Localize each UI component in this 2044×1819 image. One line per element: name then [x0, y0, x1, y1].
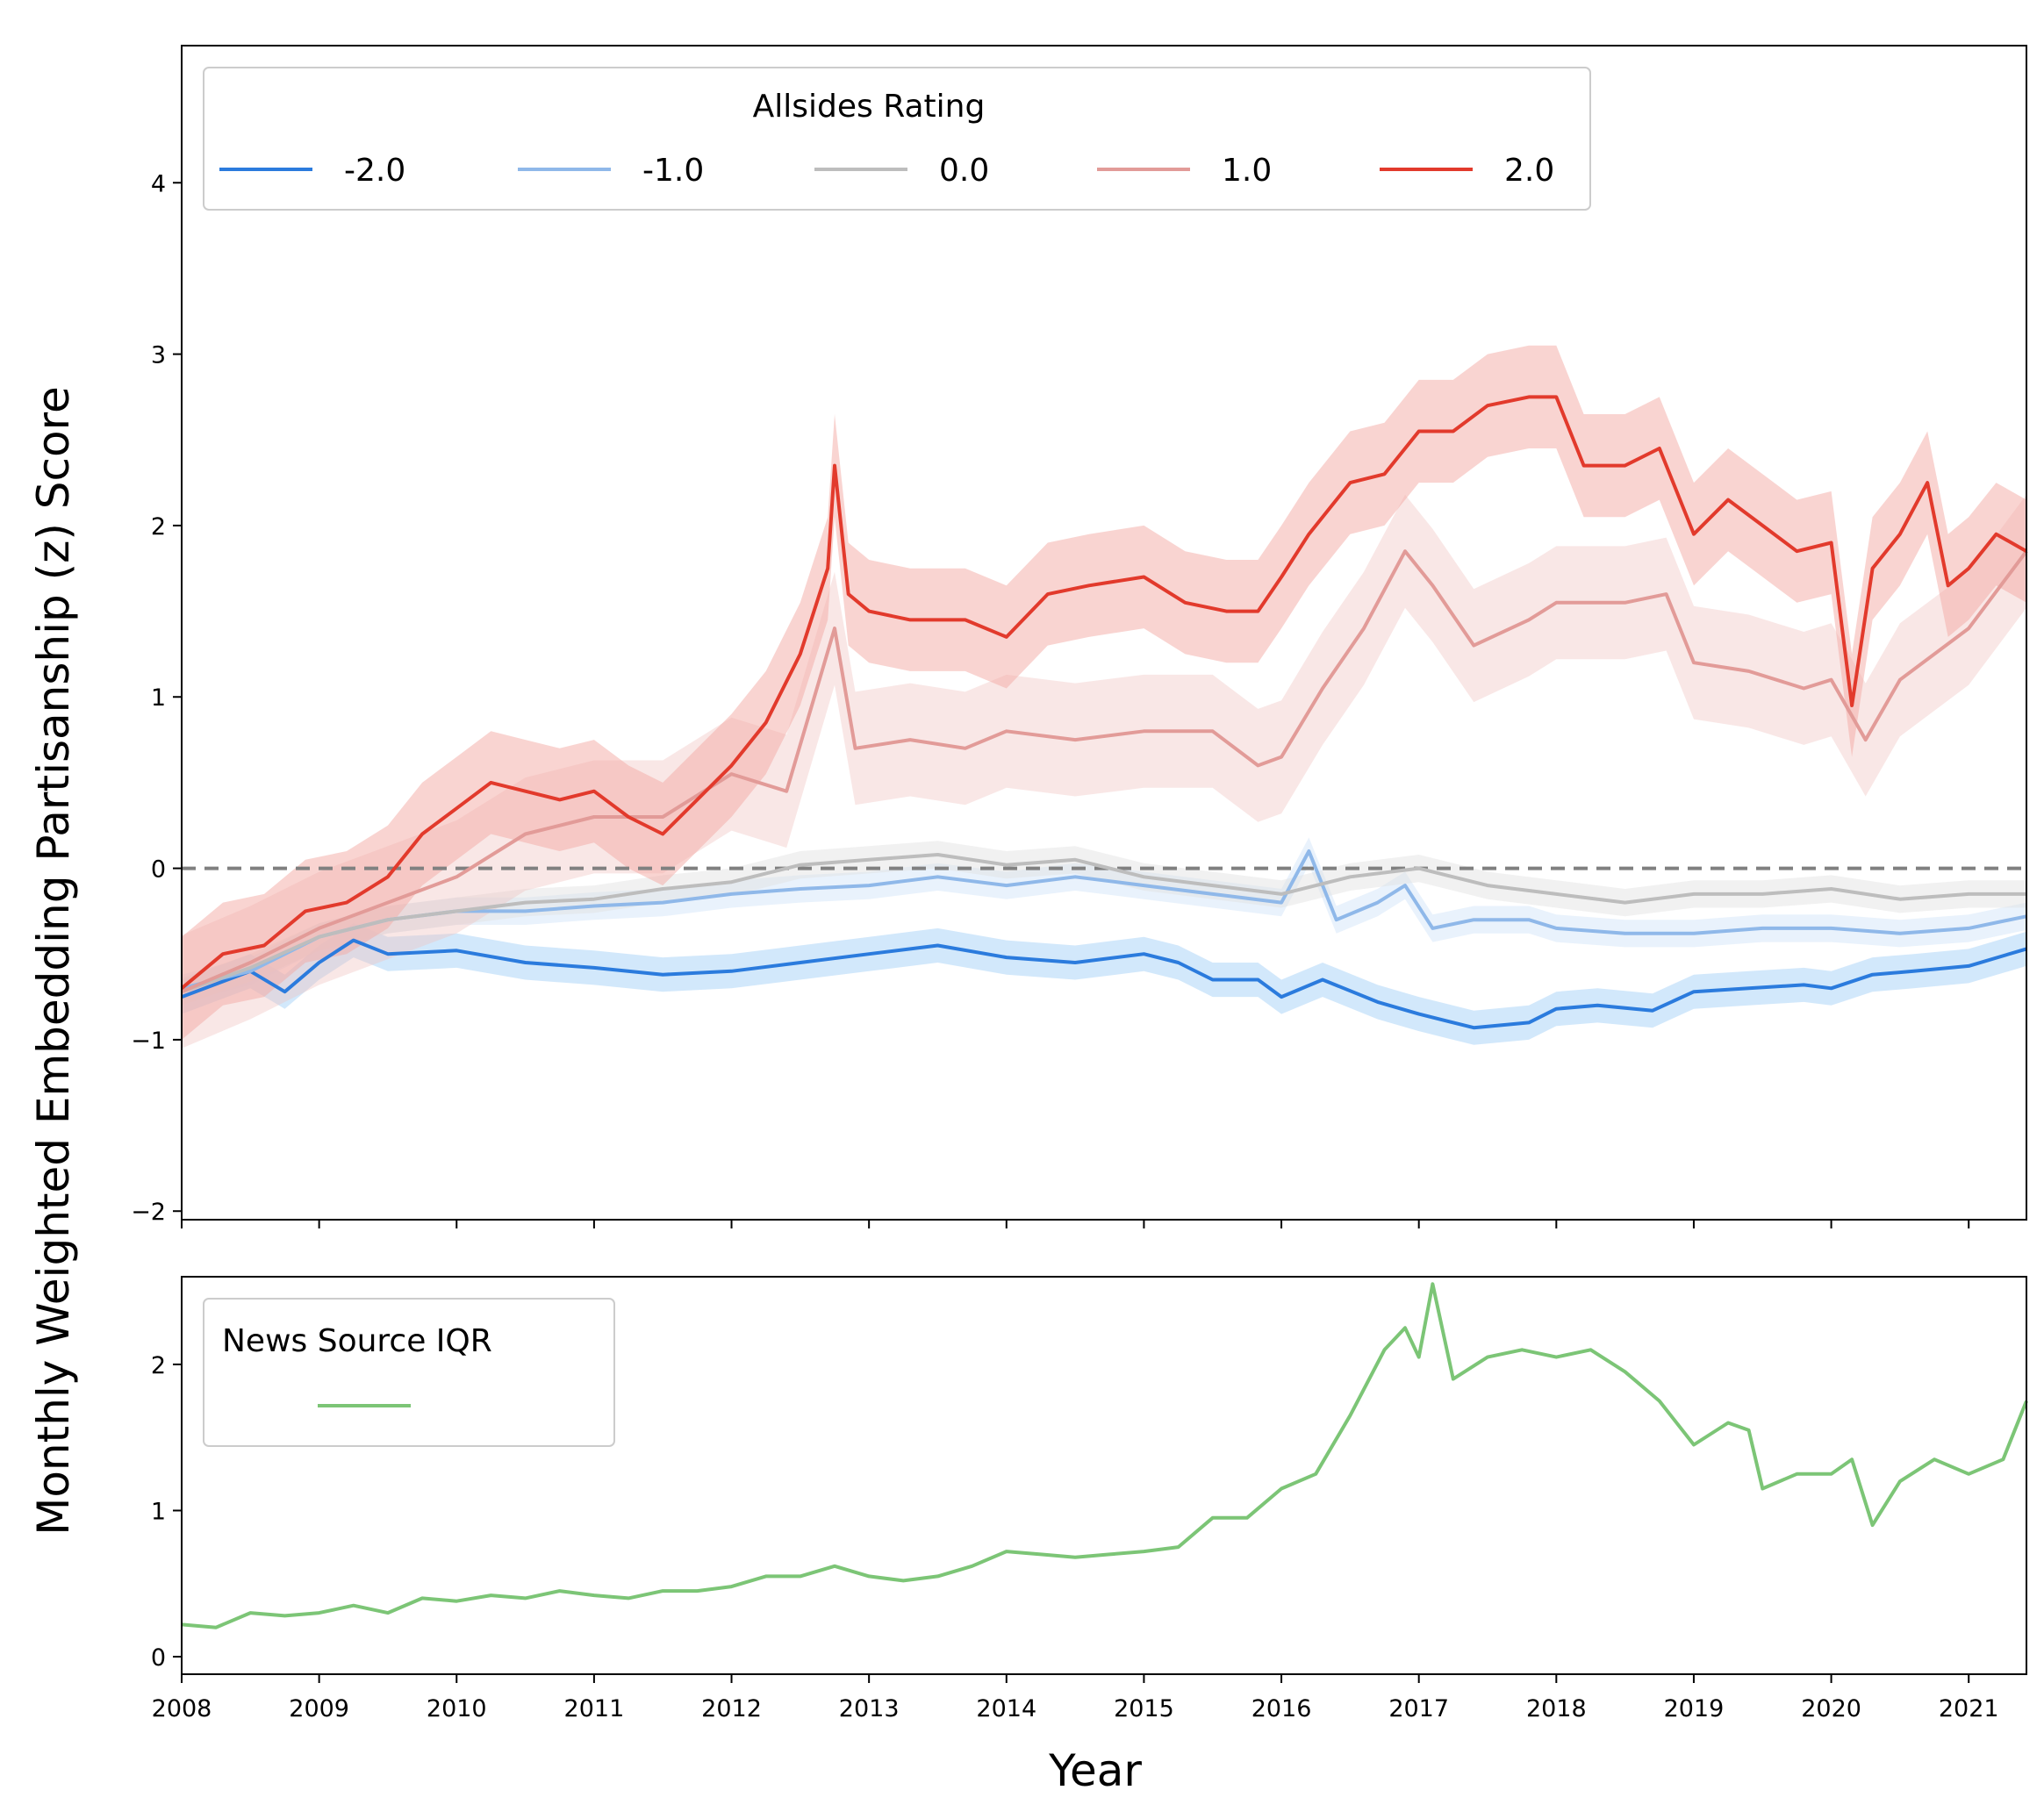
- line-series-3: [181, 549, 2028, 994]
- top-y-tick-label-6: 4: [151, 170, 166, 197]
- legend-label-1: -1.0: [642, 153, 704, 189]
- bottom-x-tick-label-2016: 2016: [1252, 1695, 1312, 1722]
- bottom-x-tick-label-2014: 2014: [976, 1695, 1036, 1722]
- allsides-legend-title: Allsides Rating: [753, 89, 986, 125]
- band-series-4: [182, 345, 2026, 1040]
- bottom-x-tick-label-2015: 2015: [1114, 1695, 1174, 1722]
- bottom-series-lines: [181, 1282, 2028, 1629]
- top-y-ticks: −2 −1 0 1 2 3 4: [131, 170, 182, 1226]
- y-axis-title: Monthly Weighted Embedding Partisanship …: [28, 386, 79, 1536]
- top-y-tick-label-2: 0: [151, 856, 166, 884]
- bottom-y-tick-label-1: 1: [151, 1498, 166, 1525]
- legend-label-3: 1.0: [1222, 153, 1272, 189]
- bottom-x-ticks: 2008 2009 2010 2011 2012 2013 2014 2015 2016 2017…: [152, 1674, 1999, 1722]
- top-plot-frame: [181, 45, 2027, 1221]
- line-series-2: [181, 853, 2026, 994]
- bottom-x-tick-label-2013: 2013: [839, 1695, 900, 1722]
- top-y-tick-label-4: 2: [151, 513, 166, 541]
- line-series-0: [181, 938, 2027, 1030]
- iqr-legend: News Source IQR: [203, 1298, 615, 1447]
- bottom-x-tick-label-2018: 2018: [1526, 1695, 1587, 1722]
- top-x-ticks: [181, 1220, 1970, 1228]
- bottom-x-tick-label-2021: 2021: [1939, 1695, 1999, 1722]
- bottom-y-tick-label-2: 2: [151, 1352, 166, 1379]
- top-y-tick-label-0: −2: [131, 1199, 166, 1226]
- bottom-panel: 2008 2009 2010 2011 2012 2013 2014 2015 2016 2017…: [151, 1276, 2028, 1722]
- bottom-y-tick-label-0: 0: [151, 1644, 166, 1672]
- allsides-legend: Allsides Rating -2.0 -1.0 0.0 1.0 2.0: [203, 67, 1591, 211]
- bottom-x-tick-label-2009: 2009: [289, 1695, 349, 1722]
- bottom-x-tick-label-2020: 2020: [1801, 1695, 1861, 1722]
- top-y-tick-label-1: −1: [131, 1028, 166, 1055]
- allsides-legend-entries: -2.0 -1.0 0.0 1.0 2.0: [219, 153, 1554, 189]
- top-panel: −2 −1 0 1 2 3 4 Allsides Rating -2.0 -1.0 0.0 1.0…: [131, 45, 2028, 1228]
- top-y-tick-label-5: 3: [151, 342, 166, 369]
- iqr-legend-title: News Source IQR: [222, 1323, 492, 1359]
- band-series-3: [182, 494, 2026, 1049]
- bottom-x-tick-label-2010: 2010: [427, 1695, 487, 1722]
- bottom-x-tick-label-2012: 2012: [701, 1695, 762, 1722]
- bottom-x-tick-label-2019: 2019: [1664, 1695, 1725, 1722]
- line-series-4: [180, 395, 2027, 990]
- top-y-tick-label-3: 1: [151, 684, 166, 712]
- bottom-x-tick-label-2011: 2011: [564, 1695, 625, 1722]
- legend-label-2: 0.0: [939, 153, 989, 189]
- line-series-1: [181, 849, 2027, 991]
- iqr-line: [181, 1282, 2028, 1629]
- legend-label-0: -2.0: [344, 153, 405, 189]
- bottom-y-ticks: 0 1 2: [151, 1352, 182, 1672]
- bottom-x-tick-label-2017: 2017: [1388, 1695, 1449, 1722]
- iqr-legend-box: [203, 1298, 615, 1447]
- allsides-legend-box: [203, 67, 1591, 211]
- legend-label-4: 2.0: [1504, 153, 1554, 189]
- band-series-2: [182, 841, 2026, 1006]
- top-series-lines: [180, 395, 2028, 1030]
- band-series-0: [182, 923, 2026, 1045]
- bottom-x-tick-label-2008: 2008: [152, 1695, 212, 1722]
- band-series-1: [182, 837, 2026, 1002]
- top-confidence-bands: [182, 345, 2026, 1049]
- x-axis-title: Year: [1048, 1745, 1142, 1796]
- bottom-plot-frame: [181, 1276, 2027, 1675]
